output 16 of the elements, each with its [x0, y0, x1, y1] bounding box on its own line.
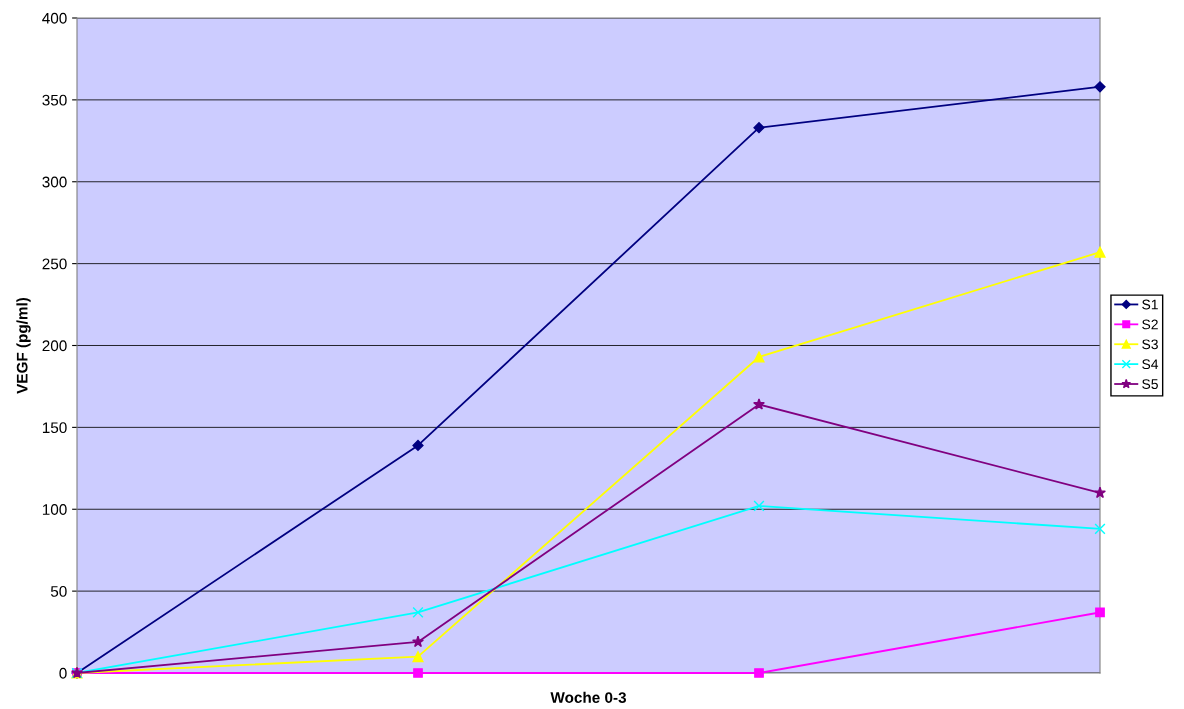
y-tick-label: 0 [59, 667, 67, 679]
legend-label: S4 [1142, 359, 1159, 370]
y-tick-label: 400 [42, 12, 67, 24]
y-tick-label: 150 [42, 422, 67, 434]
legend-label: S2 [1142, 319, 1158, 330]
legend-label: S5 [1142, 379, 1158, 390]
y-tick-label: 300 [42, 176, 67, 188]
y-tick-label: 100 [42, 504, 67, 515]
y-tick-label: 50 [50, 585, 67, 597]
x-axis-title: Woche 0-3 [550, 691, 627, 703]
y-tick-label: 250 [42, 258, 67, 270]
legend-label: S1 [1142, 299, 1158, 310]
legend-label: S3 [1142, 339, 1158, 350]
y-axis-title: VEGF (pg/ml) [16, 297, 31, 394]
y-tick-label: 200 [42, 340, 67, 352]
y-tick-label: 350 [42, 94, 67, 106]
